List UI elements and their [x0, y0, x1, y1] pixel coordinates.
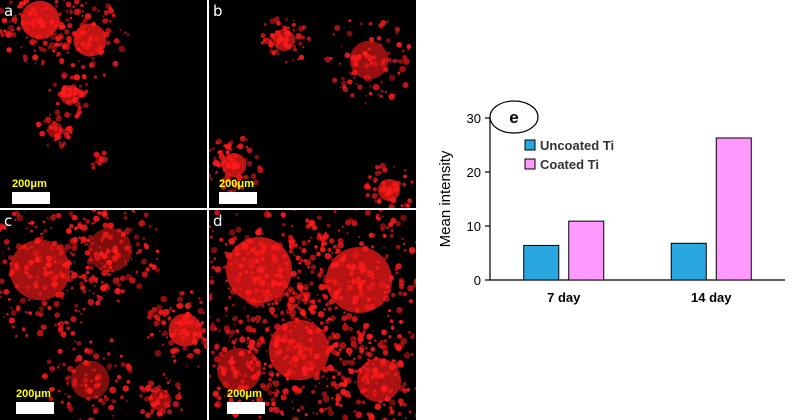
scale-bar-b — [219, 192, 257, 204]
scale-bar-label-c: 200μm — [16, 388, 51, 400]
y-axis-label: Mean intensity — [437, 150, 454, 247]
fluorescence-image-a — [0, 0, 130, 170]
fluorescence-clusters — [209, 16, 414, 208]
panel-label-ellipse — [489, 100, 539, 134]
micrograph-panel-d: d 200μm — [209, 210, 416, 420]
fluorescence-clusters — [0, 0, 130, 170]
legend-label: Uncoated Ti — [540, 138, 614, 153]
legend-label: Coated Ti — [540, 157, 599, 172]
micrograph-panel-c: c 200μm — [0, 210, 207, 420]
mean-intensity-bar-chart: e 0 10 20 30 Mean intensity 7 day 14 day Uncoa… — [437, 100, 785, 305]
bar-coated-ti-7-day — [568, 220, 605, 281]
panel-letter-d: d — [213, 212, 223, 230]
scale-bar-a — [12, 192, 50, 204]
scale-bar-d — [227, 402, 265, 414]
scale-bar-label-a: 200μm — [12, 178, 47, 190]
panel-label-e: e — [509, 108, 518, 127]
fluorescence-image-b — [209, 16, 414, 208]
panel-letter-a: a — [4, 2, 14, 20]
micrograph-panel-b: b 200μm — [209, 0, 416, 208]
panel-letter-b: b — [213, 2, 223, 20]
fluorescence-clusters — [209, 210, 416, 420]
legend-swatch — [524, 158, 536, 170]
fluorescence-clusters — [0, 210, 207, 420]
bar-coated-ti-14-day — [715, 137, 752, 281]
y-tick-label: 10 — [467, 219, 481, 234]
scale-bar-label-b: 200μm — [219, 178, 254, 190]
fluorescence-image-c — [0, 210, 207, 420]
fluorescence-image-d — [209, 210, 416, 420]
x-tick-label: 7 day — [547, 290, 581, 305]
micrograph-panel-a: a 200μm — [0, 0, 207, 208]
y-tick-label: 30 — [467, 111, 481, 126]
bar-uncoated-ti-7-day — [523, 244, 560, 281]
panel-letter-c: c — [4, 212, 13, 230]
y-tick-label: 0 — [474, 273, 481, 288]
y-tick-label: 20 — [467, 165, 481, 180]
bar-uncoated-ti-14-day — [670, 242, 707, 281]
x-tick-label: 14 day — [691, 290, 732, 305]
scale-bar-label-d: 200μm — [227, 388, 262, 400]
scale-bar-c — [16, 402, 54, 414]
legend-swatch — [524, 139, 536, 151]
